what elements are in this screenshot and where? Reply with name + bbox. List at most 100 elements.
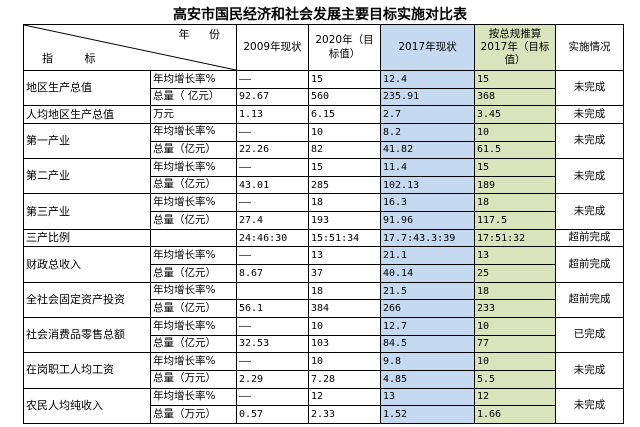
table-row: 社会消费品零售总额 年均增长率% —— 10 12.7 10 已完成: [23, 316, 624, 354]
header-row: 年 份 指 标 2009年现状 2020年（目标值） 2017年现状 按总规推算…: [23, 24, 624, 71]
status-cell: 未完成: [555, 352, 624, 389]
value-2020-cell: 10: [308, 316, 381, 336]
value-2020-cell: 12: [308, 387, 381, 407]
value-2017-actual-cell: 4.85: [380, 369, 475, 389]
indicator-cell: 财政总收入: [23, 246, 151, 283]
table-title: 高安市国民经济和社会发展主要目标实施对比表: [173, 7, 467, 23]
value-2017-actual-cell: 11.4: [380, 158, 475, 177]
unit-cell: 年均增长率%: [150, 316, 237, 336]
unit-cell: 总量（ 亿元）: [150, 87, 237, 107]
value-2017-actual-cell: 17.7:43.3:39: [380, 228, 475, 248]
table-row: 在岗职工人均工资 年均增长率% —— 10 9.8 10 未完成: [23, 352, 624, 389]
value-2017-plan-cell: 189: [474, 175, 556, 195]
value-2020-cell: 7.28: [308, 369, 381, 389]
header-2020: 2020年（目标值）: [308, 24, 381, 71]
value-2017-actual-cell: 21.1: [380, 246, 475, 266]
value-2017-plan-cell: 13: [474, 246, 556, 266]
unit-cell: 年均增长率%: [150, 281, 237, 301]
value-2017-actual-cell: 102.13: [380, 175, 475, 195]
value-2017-plan-cell: 15: [474, 158, 556, 177]
table-row: 财政总收入 年均增长率% —— 13 21.1 13 超前完成: [23, 246, 624, 283]
status-cell: 超前完成: [555, 281, 624, 318]
unit-cell: 总量（亿元）: [150, 264, 237, 283]
indicator-cell: 全社会固定资产投资: [23, 281, 151, 318]
value-2020-cell: 103: [308, 334, 381, 354]
table-row: 全社会固定资产投资 年均增长率% 18 21.5 18 超前完成: [23, 281, 624, 318]
header-corner-cell: 年 份 指 标: [23, 24, 237, 71]
unit-cell: 总量（亿元）: [150, 299, 237, 318]
value-2017-plan-cell: 15: [474, 70, 556, 89]
unit-cell: 年均增长率%: [150, 158, 237, 177]
value-2009-cell: ——: [236, 387, 309, 407]
header-year-label: 年 份: [178, 28, 228, 41]
unit-cell: 总量（万元）: [150, 405, 237, 424]
table-row: 总量（万元） 0.57 2.33 1.52 1.66: [24, 405, 624, 424]
table-row: 人均地区生产总值 万元 1.13 6.15 2.7 3.45 未完成: [23, 105, 624, 124]
value-2017-actual-cell: 40.14: [380, 264, 475, 283]
status-cell: 未完成: [555, 158, 624, 195]
value-2017-plan-cell: 25: [474, 264, 556, 283]
value-2009-cell: ——: [236, 193, 309, 213]
value-2020-cell: 6.15: [308, 105, 381, 124]
value-2009-cell: 24:46:30: [236, 228, 309, 248]
indicator-cell: 地区生产总值: [23, 69, 151, 107]
table-row: 三产比例 24:46:30 15:51:34 17.7:43.3:39 17:51:32…: [23, 228, 624, 248]
value-2017-plan-cell: 1.66: [474, 405, 556, 424]
status-cell: 未完成: [555, 387, 624, 425]
indicator-cell: 第一产业: [23, 122, 151, 160]
table-row: 总量（亿元） 27.4 193 91.96 117.5: [24, 211, 624, 230]
value-2017-actual-cell: 2.7: [380, 105, 475, 124]
status-cell: 未完成: [555, 105, 624, 124]
value-2017-actual-cell: 1.52: [380, 405, 475, 424]
comparison-table: 年 份 指 标 2009年现状 2020年（目标值） 2017年现状 按总规推算…: [23, 24, 624, 425]
value-2020-cell: 13: [308, 246, 381, 266]
value-2017-actual-cell: 16.3: [380, 193, 475, 213]
indicator-cell: 在岗职工人均工资: [23, 352, 151, 389]
value-2017-actual-cell: 84.5: [380, 334, 475, 354]
indicator-cell: 人均地区生产总值: [23, 105, 151, 124]
value-2017-actual-cell: 12.4: [380, 70, 475, 89]
value-2009-cell: ——: [236, 316, 309, 336]
value-2020-cell: 37: [308, 264, 381, 283]
value-2017-plan-cell: 10: [474, 352, 556, 371]
value-2017-actual-cell: 91.96: [380, 211, 475, 230]
unit-cell: 年均增长率%: [150, 387, 237, 407]
value-2017-actual-cell: 13: [380, 387, 475, 407]
value-2020-cell: 10: [308, 352, 381, 371]
value-2017-plan-cell: 368: [474, 87, 556, 107]
table-row: 总量（亿元） 43.01 285 102.13 189: [24, 175, 624, 195]
unit-cell: 总量（万元）: [150, 369, 237, 389]
value-2009-cell: ——: [236, 246, 309, 266]
value-2017-plan-cell: 17:51:32: [474, 228, 556, 248]
value-2017-plan-cell: 18: [474, 193, 556, 213]
header-2017-plan: 按总规推算2017年（目标值）: [474, 24, 556, 71]
value-2009-cell: 8.67: [236, 264, 309, 283]
value-2020-cell: 15:51:34: [308, 228, 381, 248]
value-2009-cell: ——: [236, 122, 309, 142]
value-2009-cell: 56.1: [236, 299, 309, 318]
indicator-cell: 农民人均纯收入: [23, 387, 151, 425]
status-cell: 超前完成: [555, 228, 624, 248]
unit-cell: [150, 228, 237, 248]
unit-cell: 总量（亿元）: [150, 175, 237, 195]
value-2009-cell: ——: [236, 70, 309, 89]
value-2020-cell: 384: [308, 299, 381, 318]
diagonal-divider: [24, 25, 236, 70]
header-2017-actual: 2017年现状: [380, 24, 475, 71]
value-2020-cell: 18: [308, 281, 381, 301]
value-2017-actual-cell: 8.2: [380, 122, 475, 142]
value-2020-cell: 2.33: [308, 405, 381, 424]
value-2017-plan-cell: 12: [474, 387, 556, 407]
header-2009: 2009年现状: [236, 24, 309, 71]
indicator-cell: 社会消费品零售总额: [23, 316, 151, 354]
value-2017-actual-cell: 9.8: [380, 352, 475, 371]
value-2017-actual-cell: 235.91: [380, 87, 475, 107]
value-2009-cell: [236, 281, 309, 301]
value-2009-cell: ——: [236, 158, 309, 177]
indicator-cell: 第二产业: [23, 158, 151, 195]
unit-cell: 年均增长率%: [150, 70, 237, 89]
value-2020-cell: 560: [308, 87, 381, 107]
status-cell: 已完成: [555, 316, 624, 354]
unit-cell: 总量（亿元）: [150, 140, 237, 160]
table-row: 第二产业 年均增长率% —— 15 11.4 15 未完成: [23, 158, 624, 195]
